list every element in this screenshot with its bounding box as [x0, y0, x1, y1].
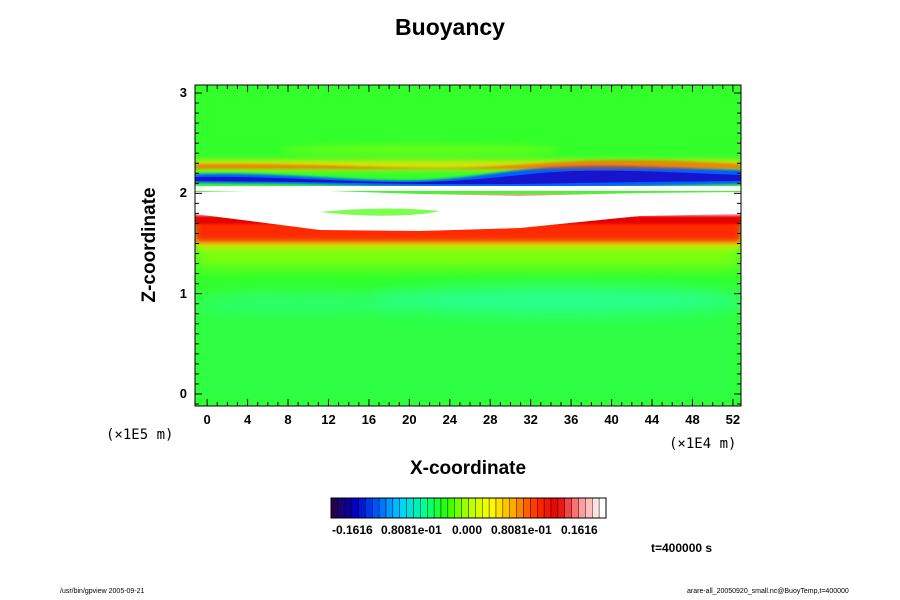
colorbar-swatch [358, 497, 366, 519]
field-white-core [195, 190, 741, 231]
colorbar-swatch [372, 497, 380, 519]
x-tick-label: 16 [361, 412, 377, 427]
plot-frame [194, 84, 742, 407]
colorbar-tick-label-1: -0.1616 [332, 523, 373, 537]
colorbar-swatch [592, 497, 600, 519]
colorbar-swatch [530, 497, 538, 519]
x-tick-label: 32 [523, 412, 538, 427]
colorbar-swatch [330, 497, 339, 519]
colorbar-tick-label-5: 0.1616 [561, 523, 598, 537]
colorbar-swatch [461, 497, 469, 519]
field-upper-yellow [195, 160, 741, 170]
colorbar-swatch [585, 497, 593, 519]
colorbar-swatch [537, 497, 545, 519]
colorbar-swatch [516, 497, 524, 519]
colorbar-swatch [557, 497, 565, 519]
colorbar-swatch [571, 497, 579, 519]
colorbar-swatch [399, 497, 407, 519]
field-white-gap [195, 186, 741, 191]
x-tick-label: 20 [402, 412, 417, 427]
colorbar-swatch [392, 497, 400, 519]
y-tick-label: 1 [179, 285, 187, 301]
footer-left: /usr/bin/gpview 2005-09-21 [60, 588, 145, 595]
chart-title: Buoyancy [395, 14, 505, 40]
colorbar-swatch [550, 497, 559, 519]
field-green-lens [320, 208, 440, 216]
x-tick-label: 4 [243, 412, 252, 427]
colorbar-swatch [578, 497, 586, 519]
colorbar-swatch [433, 497, 442, 519]
footer-right: arare-all_20050920_small.nc@BuoyTemp,t=4… [687, 588, 849, 595]
time-label: t=400000 s [651, 541, 713, 555]
x-tick-label: 8 [284, 412, 292, 427]
x-tick-label: 24 [442, 412, 458, 427]
x-tick-label: 48 [685, 412, 700, 427]
heatmap-field [195, 85, 741, 406]
colorbar-swatch [475, 497, 483, 519]
colorbar-swatch [598, 497, 607, 519]
field-upper-red [195, 160, 741, 169]
colorbar-swatch [482, 497, 490, 519]
field-lower-region [195, 300, 741, 406]
x-tick-label: 28 [483, 412, 498, 427]
x-unit-left: (×1E5 m) [106, 427, 174, 443]
x-tick-label: 0 [203, 412, 211, 427]
field-yellow-green [195, 244, 741, 266]
x-axis-label: X-coordinate [409, 458, 527, 479]
colorbar-swatch [564, 497, 572, 519]
colorbar-swatch [543, 497, 552, 519]
colorbar-swatch [427, 497, 435, 519]
colorbar [330, 497, 607, 519]
y-tick-label: 3 [179, 85, 187, 101]
field-upper-ripple [280, 144, 560, 156]
axis-ticks [195, 85, 741, 406]
x-tick-label: 52 [725, 412, 741, 427]
colorbar-swatch [468, 497, 476, 519]
field-deep-blue [195, 170, 741, 184]
colorbar-swatch [351, 497, 359, 519]
colorbar-swatch [454, 497, 462, 519]
colorbar-swatch [488, 497, 497, 519]
field-cyan-band-left [195, 292, 410, 312]
colorbar-swatch [440, 497, 449, 519]
colorbar-swatch [344, 497, 352, 519]
x-tick-label: 12 [321, 412, 336, 427]
colorbar-swatch [523, 497, 531, 519]
colorbar-swatch [337, 497, 345, 519]
colorbar-swatch [378, 497, 387, 519]
colorbar-swatch [502, 497, 510, 519]
colorbar-swatch [413, 497, 421, 519]
colorbar-swatch [420, 497, 428, 519]
x-tick-label: 44 [644, 412, 660, 427]
colorbar-swatch [365, 497, 373, 519]
y-axis-label: Z-coordinate [139, 187, 160, 303]
y-tick-label: 2 [179, 185, 187, 201]
colorbar-swatch [385, 497, 394, 519]
x-unit-right: (×1E4 m) [669, 436, 737, 452]
colorbar-tick-label-4: 0.8081e-01 [491, 523, 552, 537]
field-cyan-band [370, 286, 741, 314]
x-tick-label: 36 [563, 412, 579, 427]
colorbar-swatch [509, 497, 517, 519]
x-tick-label: 40 [604, 412, 619, 427]
y-tick-label: 0 [179, 385, 187, 401]
colorbar-frame [330, 497, 607, 519]
colorbar-tick-label-3: 0.000 [452, 523, 483, 537]
colorbar-swatch [406, 497, 414, 519]
colorbar-swatch [495, 497, 504, 519]
colorbar-tick-label-2: 0.8081e-01 [381, 523, 442, 537]
colorbar-swatch [447, 497, 455, 519]
